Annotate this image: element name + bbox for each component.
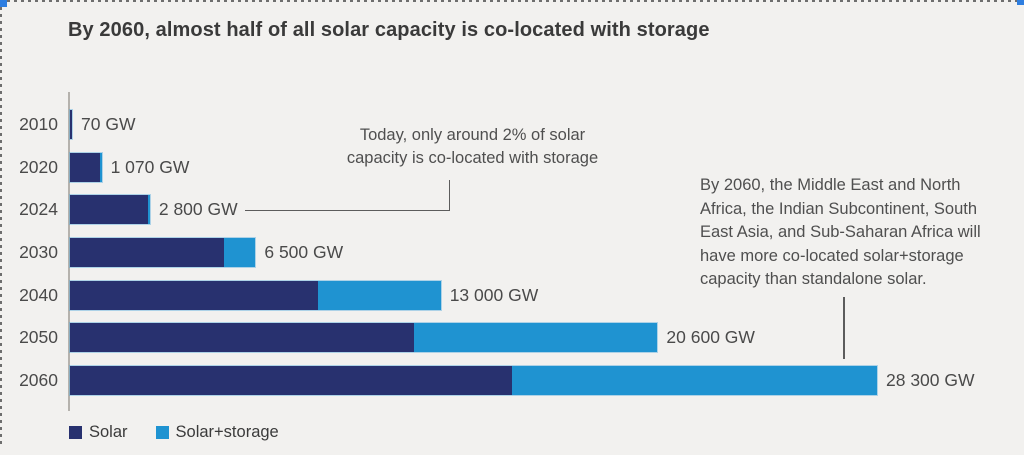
bar-row: 2010 70 GW [0,110,1024,139]
stacked-bar [70,323,658,352]
legend-swatch [155,426,169,439]
selection-handle-top-right[interactable] [1017,0,1024,5]
value-label: 28 300 GW [886,370,975,390]
selection-border-top [0,0,1024,2]
legend-swatch [69,426,82,439]
annotation-line: have more co-located solar+storage [700,246,964,265]
solar-segment [70,238,224,267]
annotation-2060: By 2060, the Middle East and North Africa… [700,174,1002,292]
annotation-line: East Asia, and Sub-Saharan Africa will [700,223,981,241]
selection-handle-top-left[interactable] [0,0,7,7]
chart-legend: Solar Solar+storage [69,423,279,442]
solar-segment [70,323,414,352]
storage-segment [148,195,150,224]
chart-title: By 2060, almost half of all solar capaci… [68,19,710,41]
legend-label: Solar+storage [175,423,279,441]
annotation-today: Today, only around 2% of solar capacity i… [320,124,625,170]
year-label: 2020 [19,157,58,177]
solar-segment [70,366,512,395]
annotation-line: Africa, the Indian Subcontinent, South [700,199,978,218]
value-label: 2 800 GW [158,199,238,219]
storage-segment [318,281,441,310]
stacked-bar [70,195,150,224]
value-label: 6 500 GW [264,242,344,262]
bar-row: 2050 20 600 GW [0,323,1024,352]
storage-segment [511,366,877,395]
annotation-line: Today, only around 2% of solar [359,126,586,144]
year-label: 2010 [19,114,58,134]
year-label: 2040 [19,285,58,305]
value-label: 20 600 GW [666,327,755,347]
value-label: 1 070 GW [110,157,190,177]
legend-item: Solar+storage [155,423,279,442]
bar-row: 2024 2 800 GW [0,195,1024,224]
solar-segment [70,153,101,182]
solar-segment [70,281,319,310]
y-axis-line [68,92,70,411]
storage-segment [413,323,658,352]
legend-item: Solar [69,423,128,442]
bar-row: 2060 28 300 GW [0,366,1024,395]
year-label: 2030 [19,242,58,262]
stacked-bar [70,238,256,267]
stacked-bar [70,281,441,310]
value-label: 70 GW [81,114,136,134]
selection-border-left [0,0,2,448]
bar-row: 2040 13 000 GW [0,281,1024,310]
stacked-bar [70,110,72,139]
annotation-line: capacity than standalone solar. [700,270,927,288]
stacked-bar [70,153,102,182]
annotation-2060-connector-line [843,297,845,359]
legend-label: Solar [89,423,128,441]
solar-segment [70,195,149,224]
storage-segment [100,153,102,182]
bar-row: 2020 1 070 GW [0,153,1024,182]
bar-row: 2030 6 500 GW [0,238,1024,267]
solar-segment [70,110,72,139]
annotation-line: By 2060, the Middle East and North [700,176,961,194]
year-label: 2050 [19,327,58,347]
annotation-today-connector-line [245,180,450,211]
stacked-bar [70,366,877,395]
year-label: 2024 [19,199,58,219]
value-label: 13 000 GW [449,285,539,305]
annotation-line: capacity is co-located with storage [346,149,599,167]
storage-segment [223,238,256,267]
year-label: 2060 [19,370,58,390]
